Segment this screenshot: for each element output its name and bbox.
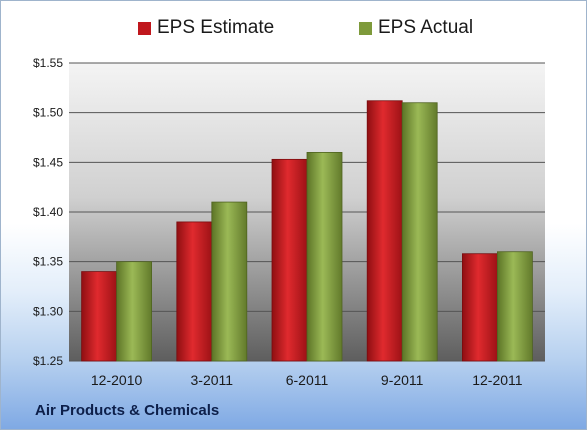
y-tick-label: $1.30 bbox=[33, 304, 63, 318]
bar-eps-actual-12-2010 bbox=[116, 261, 152, 362]
x-tick-label: 6-2011 bbox=[286, 372, 329, 388]
y-tick-label: $1.35 bbox=[33, 255, 63, 269]
bar-eps-estimate-12-2011 bbox=[461, 253, 498, 362]
y-tick-label: $1.40 bbox=[33, 205, 63, 219]
legend-item-estimate: EPS Estimate bbox=[138, 15, 274, 41]
x-tick-label: 9-2011 bbox=[381, 372, 424, 388]
y-tick-label: $1.55 bbox=[33, 56, 63, 70]
legend-label-actual: EPS Actual bbox=[378, 17, 474, 38]
bar-eps-estimate-3-2011 bbox=[176, 221, 213, 362]
bar-eps-estimate-6-2011 bbox=[271, 158, 308, 362]
bar-eps-actual-12-2011 bbox=[496, 251, 533, 362]
x-tick-label: 12-2011 bbox=[472, 372, 523, 388]
y-tick-label: $1.45 bbox=[33, 155, 63, 169]
legend-swatch-actual bbox=[359, 21, 372, 35]
legend-label-estimate: EPS Estimate bbox=[157, 17, 275, 38]
bar-eps-actual-9-2011 bbox=[401, 102, 438, 362]
x-tick-label: 3-2011 bbox=[191, 372, 234, 388]
company-name: Air Products & Chemicals bbox=[35, 402, 220, 419]
legend-swatch-estimate bbox=[138, 21, 151, 35]
x-axis-ticks: 12-2010 3-2011 6-2011 9-2011 12-2011 bbox=[91, 372, 523, 388]
bar-eps-actual-6-2011 bbox=[306, 151, 343, 362]
y-tick-label: $1.50 bbox=[33, 106, 63, 120]
bar-eps-actual-3-2011 bbox=[211, 201, 248, 362]
bar-eps-estimate-9-2011 bbox=[366, 100, 403, 362]
bars bbox=[81, 100, 533, 362]
y-tick-label: $1.25 bbox=[33, 354, 63, 368]
legend-item-actual: EPS Actual bbox=[359, 15, 473, 41]
x-tick-label: 12-2010 bbox=[91, 372, 143, 388]
bar-eps-estimate-12-2010 bbox=[81, 271, 117, 362]
legend: EPS Estimate EPS Actual bbox=[1, 15, 587, 41]
y-axis-ticks: $1.25 $1.30 $1.35 $1.40 $1.45 $1.50 $1.55 bbox=[33, 56, 63, 368]
